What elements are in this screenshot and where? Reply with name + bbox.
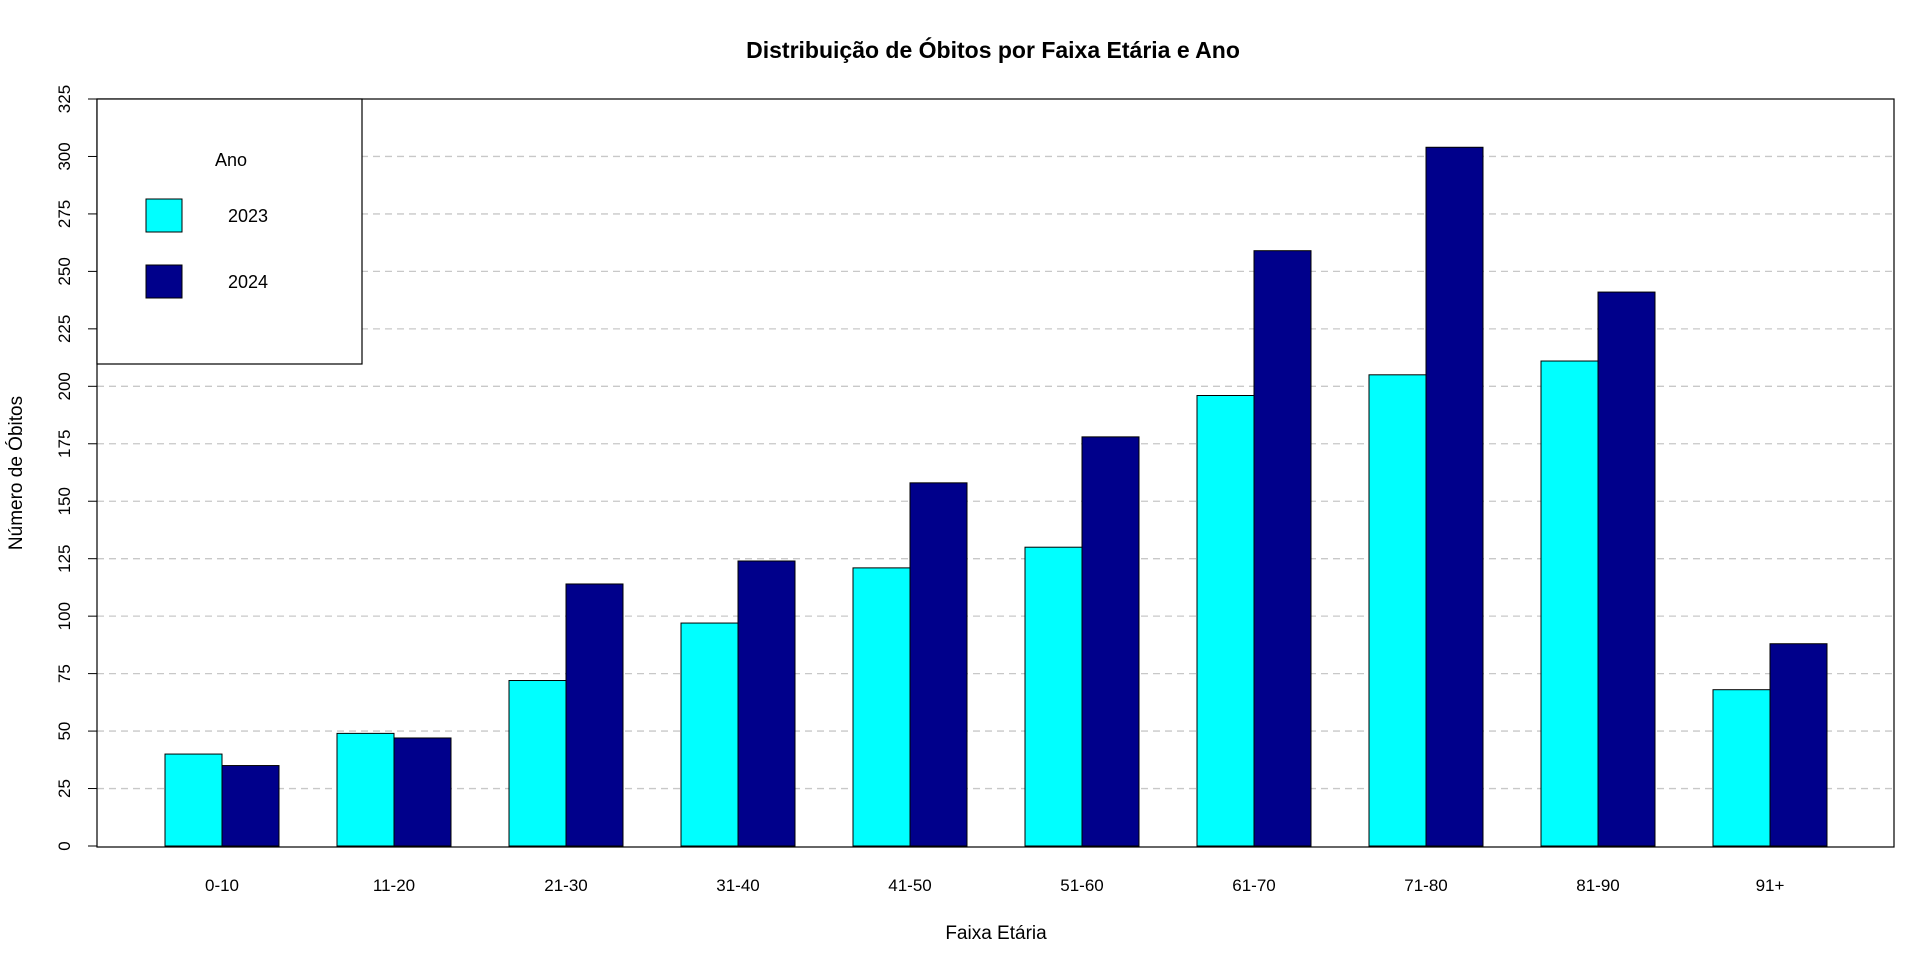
y-tick-label: 25 bbox=[55, 779, 74, 798]
bar-2024-51-60 bbox=[1081, 436, 1140, 847]
bar-2023-91+ bbox=[1712, 689, 1771, 847]
bar-2024-41-50 bbox=[909, 482, 968, 847]
y-tick-label: 225 bbox=[55, 315, 74, 343]
bar-2024-21-30 bbox=[565, 583, 624, 847]
y-axis: 0 25 50 75 100 125 150 175 200 225 250 275 300 325 bbox=[55, 85, 98, 851]
x-tick-label: 71-80 bbox=[1404, 876, 1447, 895]
y-tick-label: 300 bbox=[55, 142, 74, 170]
bar-2023-61-70 bbox=[1196, 395, 1255, 847]
y-tick-label: 250 bbox=[55, 257, 74, 285]
legend-box bbox=[96, 98, 363, 365]
bar-2024-0-10 bbox=[221, 765, 280, 847]
bar-2024-71-80 bbox=[1425, 146, 1484, 847]
bar-2023-0-10 bbox=[164, 753, 223, 847]
y-tick-label: 325 bbox=[55, 85, 74, 113]
bar-2023-31-40 bbox=[680, 622, 739, 847]
y-tick-label: 0 bbox=[55, 841, 74, 850]
y-axis-label: Número de Óbitos bbox=[5, 396, 27, 550]
bar-2024-91+ bbox=[1769, 643, 1828, 847]
x-tick-label: 31-40 bbox=[716, 876, 759, 895]
legend: Ano 2023 2024 bbox=[96, 98, 363, 365]
x-tick-label: 61-70 bbox=[1232, 876, 1275, 895]
bar-2024-11-20 bbox=[393, 737, 452, 847]
y-tick-label: 125 bbox=[55, 545, 74, 573]
x-tick-label: 81-90 bbox=[1576, 876, 1619, 895]
legend-label-2024: 2024 bbox=[228, 272, 268, 292]
x-tick-label: 11-20 bbox=[373, 876, 415, 895]
y-tick-label: 275 bbox=[55, 200, 74, 228]
bar-2023-11-20 bbox=[336, 732, 395, 847]
x-tick-label: 0-10 bbox=[205, 876, 239, 895]
bar-2023-51-60 bbox=[1024, 546, 1083, 847]
bar-2024-81-90 bbox=[1597, 291, 1656, 847]
legend-swatch-2024 bbox=[145, 264, 183, 299]
chart-title: Distribuição de Óbitos por Faixa Etária … bbox=[746, 36, 1240, 63]
y-tick-label: 175 bbox=[55, 430, 74, 458]
legend-swatch-2023 bbox=[145, 198, 183, 233]
x-tick-label: 41-50 bbox=[888, 876, 931, 895]
bars bbox=[164, 146, 1828, 847]
y-tick-label: 75 bbox=[55, 664, 74, 683]
bar-2023-81-90 bbox=[1540, 360, 1599, 847]
y-tick-label: 200 bbox=[55, 372, 74, 400]
y-tick-label: 100 bbox=[55, 602, 74, 630]
legend-label-2023: 2023 bbox=[228, 206, 268, 226]
bar-2023-21-30 bbox=[508, 680, 567, 847]
bar-2024-31-40 bbox=[737, 560, 796, 847]
y-tick-label: 50 bbox=[55, 722, 74, 741]
legend-title: Ano bbox=[215, 150, 247, 170]
x-axis-label: Faixa Etária bbox=[945, 923, 1047, 944]
bar-2023-41-50 bbox=[852, 567, 911, 847]
x-axis: 0-10 11-20 21-30 31-40 41-50 51-60 61-70 71-80 8… bbox=[205, 876, 1785, 895]
x-tick-label: 91+ bbox=[1756, 876, 1785, 895]
bar-2023-71-80 bbox=[1368, 374, 1427, 847]
x-tick-label: 21-30 bbox=[544, 876, 587, 895]
y-tick-label: 150 bbox=[55, 487, 74, 515]
bar-2024-61-70 bbox=[1253, 250, 1312, 847]
x-tick-label: 51-60 bbox=[1060, 876, 1103, 895]
